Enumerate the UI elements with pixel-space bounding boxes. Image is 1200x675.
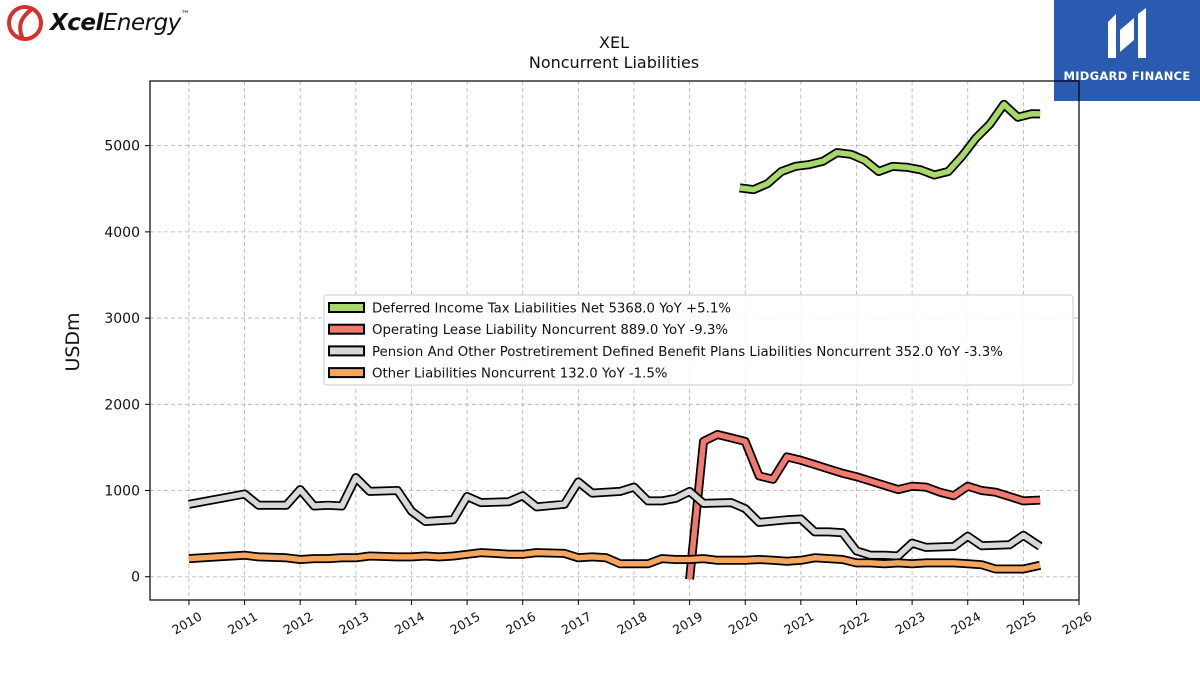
plot-frame (149, 80, 1080, 601)
chart-title: XEL (599, 33, 629, 52)
y-tick-label: 0 (131, 570, 140, 586)
x-tick-label: 2023 (893, 609, 928, 638)
x-tick-label: 2015 (448, 609, 483, 638)
series-lines (188, 99, 1043, 580)
midgard-finance-logo: MIDGARD FINANCE (1054, 0, 1200, 101)
xcel-brand-text: XcelEnergy™ (50, 10, 190, 36)
midgard-monogram-icon (1108, 8, 1146, 58)
x-tick-label: 2024 (948, 609, 983, 638)
xcel-energy-logo: XcelEnergy™ (6, 4, 196, 42)
series-line-3 (188, 549, 1041, 572)
x-tick-label: 2025 (1004, 609, 1039, 638)
x-tick-label: 2014 (392, 609, 427, 638)
legend-entry: Pension And Other Postretirement Defined… (372, 345, 1003, 360)
legend-swatch (328, 323, 365, 335)
x-tick-label: 2012 (281, 609, 316, 638)
x-tick-label: 2019 (670, 609, 705, 638)
legend: Deferred Income Tax Liabilities Net 5368… (323, 294, 1074, 386)
legend-entry: Operating Lease Liability Noncurrent 889… (372, 323, 728, 338)
xcel-flame-icon (7, 5, 43, 41)
legend-swatch (328, 345, 365, 357)
y-axis-label: USDm (62, 312, 84, 371)
legend-box (323, 294, 1074, 386)
x-tick-label: 2018 (614, 609, 649, 638)
legend-entry: Other Liabilities Noncurrent 132.0 YoY -… (372, 367, 667, 382)
legend-entry: Deferred Income Tax Liabilities Net 5368… (372, 302, 731, 317)
series-line-2 (188, 474, 1042, 559)
y-tick-label: 5000 (104, 139, 140, 155)
midgard-brand-name: MIDGARD FINANCE (1063, 69, 1191, 83)
x-tick-label: 2022 (837, 609, 872, 638)
legend-swatch (328, 367, 365, 379)
legend-swatch (328, 302, 365, 313)
x-tick-label: 2021 (781, 609, 816, 638)
y-tick-label: 4000 (104, 225, 140, 241)
x-tick-label: 2013 (336, 609, 371, 638)
x-tick-label: 2026 (1059, 609, 1094, 638)
x-tick-label: 2017 (559, 609, 594, 638)
y-tick-label: 3000 (104, 311, 140, 327)
x-tick-label: 2020 (726, 609, 761, 638)
x-tick-label: 2010 (169, 609, 204, 638)
y-tick-label: 2000 (104, 397, 140, 413)
y-tick-label: 1000 (104, 484, 140, 500)
x-tick-label: 2011 (225, 609, 260, 638)
series-line-1 (686, 431, 1041, 580)
series-line-0 (739, 101, 1041, 193)
x-tick-label: 2016 (503, 609, 538, 638)
chart-subtitle: Noncurrent Liabilities (529, 53, 699, 72)
